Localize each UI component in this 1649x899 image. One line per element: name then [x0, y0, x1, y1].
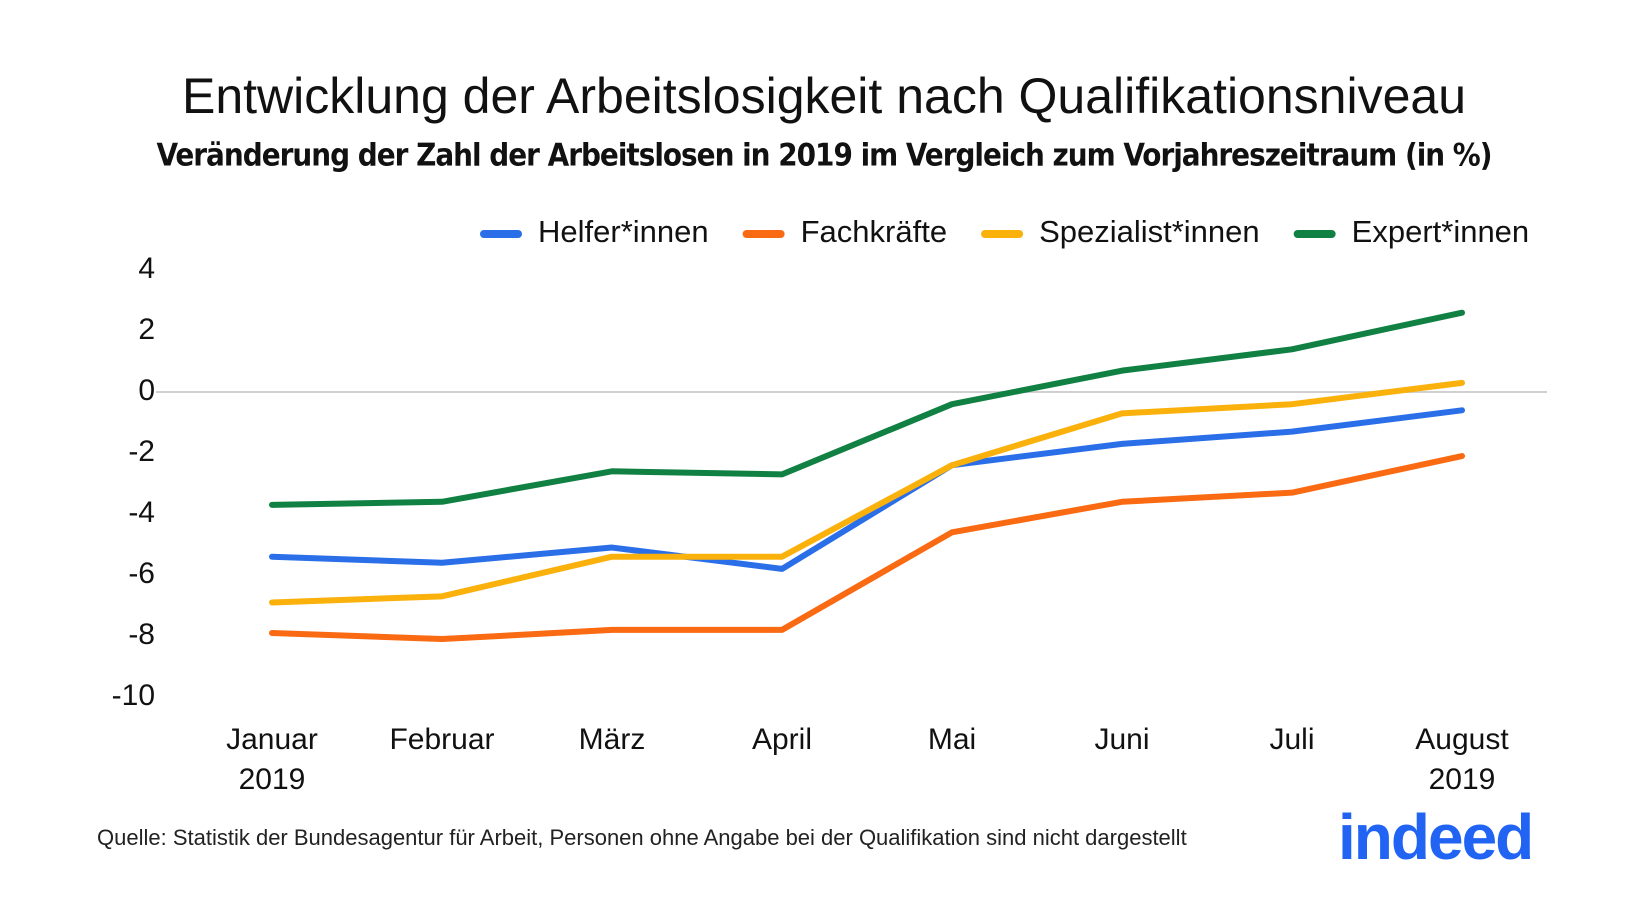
- legend-label: Fachkräfte: [801, 214, 947, 249]
- source-note: Quelle: Statistik der Bundesagentur für …: [97, 825, 1187, 850]
- chart-subtitle: Veränderung der Zahl der Arbeitslosen in…: [156, 138, 1491, 174]
- chart-title: Entwicklung der Arbeitslosigkeit nach Qu…: [182, 68, 1466, 124]
- y-tick-label: -2: [128, 435, 155, 468]
- x-tick-label: Februar: [389, 723, 495, 756]
- x-tick-label: Mai: [927, 723, 977, 756]
- x-tick-label: Juni: [1094, 723, 1150, 756]
- x-tick-label: Januar 2019: [226, 723, 318, 796]
- y-tick-label: -8: [128, 618, 155, 651]
- y-tick-label: -6: [128, 557, 155, 590]
- y-tick-label: 2: [138, 313, 155, 346]
- y-tick-label: -4: [128, 496, 155, 529]
- y-tick-label: 4: [138, 252, 155, 285]
- series-line: [269, 379, 1465, 606]
- y-tick-label: -10: [112, 679, 155, 712]
- legend-label: Spezialist*innen: [1039, 214, 1260, 249]
- logo: indeed: [1338, 801, 1534, 873]
- series-line: [269, 453, 1465, 643]
- legend-label: Helfer*innen: [538, 214, 709, 249]
- x-tick-label: April: [751, 723, 812, 756]
- x-tick-label: März: [578, 723, 646, 756]
- legend-label: Expert*innen: [1352, 214, 1530, 249]
- x-tick-label: Juli: [1269, 723, 1315, 756]
- x-tick-label: August 2019: [1415, 723, 1509, 796]
- y-tick-label: 0: [138, 374, 155, 407]
- series-line: [269, 309, 1465, 508]
- series-line: [269, 407, 1465, 572]
